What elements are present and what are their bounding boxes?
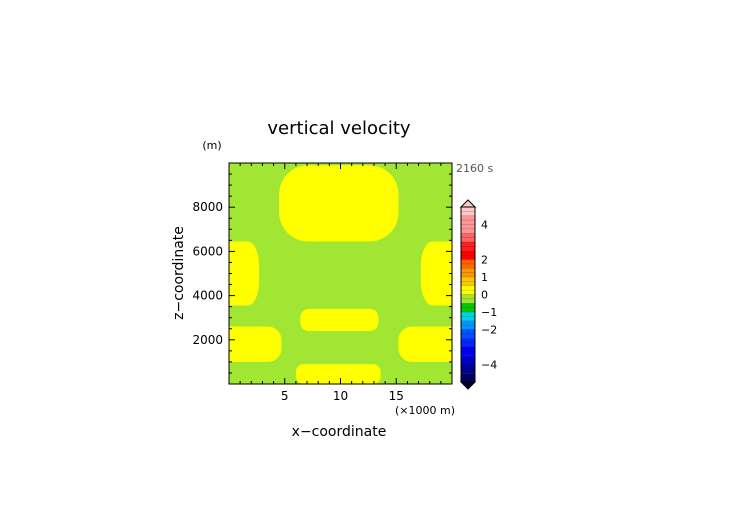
colorbar-tick-label: 4 (481, 219, 488, 232)
contour-region-5 (229, 326, 282, 362)
contour-region-3 (420, 241, 452, 306)
x-tick-label: 10 (333, 389, 348, 403)
colorbar-tick-label: 1 (481, 271, 488, 284)
y-tick-label: 4000 (192, 289, 223, 303)
contour-region-7 (295, 364, 381, 384)
colorbar: 4 2 1 0 −1 −2 −4 (459, 199, 497, 390)
time-label: 2160 s (456, 162, 493, 175)
colorbar-tick-label: −4 (481, 359, 497, 372)
colorbar-tick-label: −2 (481, 324, 497, 337)
chart-title: vertical velocity (267, 118, 411, 139)
plot-area (229, 163, 452, 384)
colorbar-tick-label: 2 (481, 254, 488, 267)
x-tick-label: 5 (281, 389, 289, 403)
colorbar-over-triangle (459, 199, 477, 208)
contour-region-4 (300, 308, 379, 331)
y-tick-label: 6000 (192, 244, 223, 258)
x-axis-label: x−coordinate (292, 424, 387, 440)
contour-region-6 (398, 326, 452, 362)
colorbar-tick-label: −1 (481, 306, 497, 319)
x-axis-unit: (×1000 m) (395, 404, 455, 417)
x-tick-label: 15 (389, 389, 404, 403)
y-tick-label: 8000 (192, 200, 223, 214)
y-axis-label: z−coordinate (171, 226, 187, 320)
y-axis-unit: (m) (202, 139, 221, 152)
y-tick-label: 2000 (192, 333, 223, 347)
colorbar-under-triangle (459, 381, 477, 390)
colorbar-tick-label: 0 (481, 289, 488, 302)
axes: 5 10 15 2000 4000 6000 8000 (192, 162, 453, 403)
contour-region-2 (229, 241, 260, 306)
contour-region-1 (279, 165, 399, 242)
